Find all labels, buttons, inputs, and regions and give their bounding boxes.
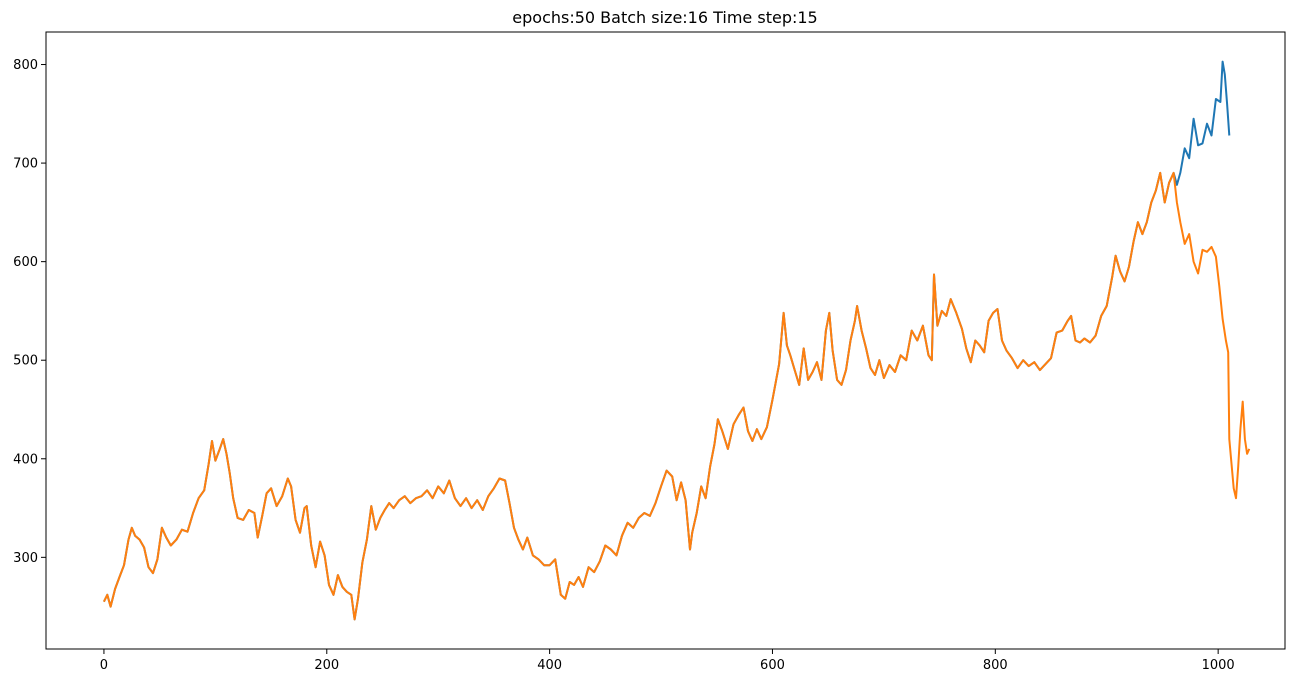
series-line-1 [103,60,1231,621]
x-axis: 0 200 400 600 800 1000 [100,649,1235,673]
x-tick-label: 200 [314,658,339,673]
x-tick-label: 400 [537,658,562,673]
y-tick-label: 600 [13,255,38,270]
series-line-2 [103,171,1251,621]
chart-title: epochs:50 Batch size:16 Time step:15 [512,8,817,27]
x-tick-label: 800 [983,658,1008,673]
y-tick-label: 400 [13,452,38,467]
x-tick-label: 1000 [1202,658,1235,673]
series-layer [103,60,1251,621]
y-tick-label: 700 [13,157,38,172]
y-tick-label: 800 [13,58,38,73]
y-tick-label: 500 [13,354,38,369]
y-tick-label: 300 [13,551,38,566]
x-tick-label: 600 [760,658,785,673]
y-axis: 300 400 500 600 700 800 [13,58,46,566]
x-tick-label: 0 [100,658,108,673]
plot-area-frame [45,31,1286,650]
